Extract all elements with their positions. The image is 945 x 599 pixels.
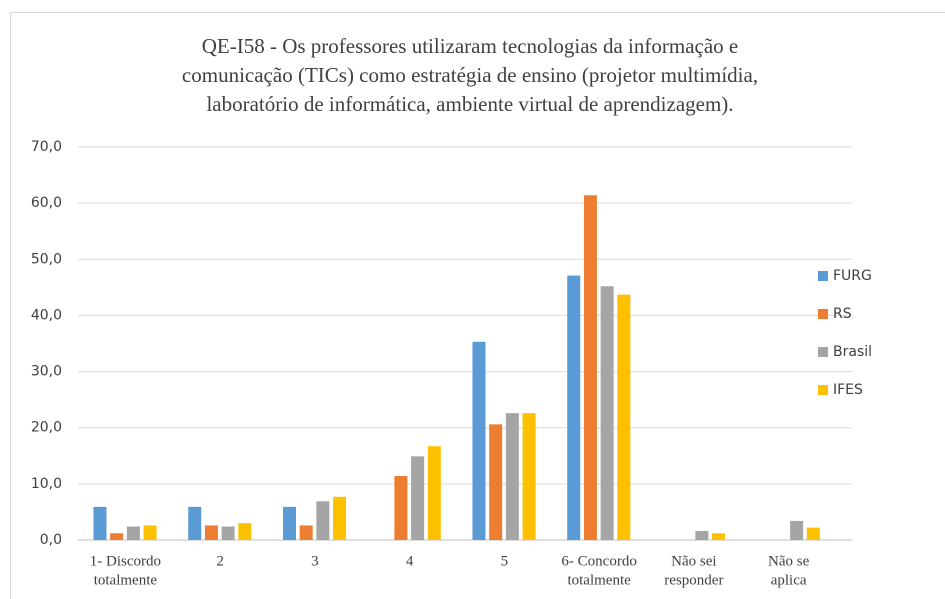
legend-label: IFES [833,382,863,398]
bar [238,523,252,540]
legend-swatch [818,385,828,395]
bar [143,525,157,540]
bar [505,413,519,540]
x-tick-label: Não se [768,553,810,569]
x-tick-label: 6- Concordo [561,553,636,569]
bar [427,446,441,540]
bar [806,527,820,540]
bar [617,294,631,540]
bar [600,286,614,540]
x-tick-label: 4 [406,553,414,569]
bar [712,533,726,540]
legend-label: Brasil [833,344,872,360]
chart-title: laboratório de informática, ambiente vir… [206,92,733,116]
bar [522,413,536,540]
bar [282,506,296,540]
bar [93,506,107,540]
y-tick-label: 60,0 [31,195,62,211]
x-tick-label: 5 [501,553,509,569]
bar [790,520,804,540]
x-tick-label: responder [664,572,723,588]
y-tick-label: 40,0 [31,307,62,323]
legend-swatch [818,271,828,281]
y-tick-label: 10,0 [31,476,62,492]
bar [567,275,581,540]
bar [188,506,202,540]
x-tick-label: totalmente [94,572,158,588]
bar [333,496,347,540]
legend-swatch [818,309,828,319]
y-tick-label: 0,0 [40,532,62,548]
legend-swatch [818,347,828,357]
bar [316,501,330,540]
y-tick-label: 20,0 [31,420,62,436]
x-tick-label: 2 [216,553,224,569]
bar [221,526,235,540]
y-tick-label: 30,0 [31,364,62,380]
bar [411,456,425,540]
bar [472,341,486,540]
x-tick-label: Não sei [671,553,716,569]
bar [394,475,408,540]
x-tick-label: totalmente [567,572,631,588]
y-tick-label: 50,0 [31,251,62,267]
bar [110,533,124,540]
bar [299,525,313,540]
bar [489,424,503,540]
legend-label: FURG [833,268,872,284]
chart-title: comunicação (TICs) como estratégia de en… [182,63,758,87]
chart-title: QE-I58 - Os professores utilizaram tecno… [202,34,738,58]
bar [695,531,709,540]
bar [126,526,140,540]
x-tick-label: 1- Discordo [90,553,161,569]
bar [583,195,597,541]
x-tick-label: aplica [771,572,807,588]
bar [204,525,218,540]
legend-label: RS [833,306,852,322]
x-tick-label: 3 [311,553,319,569]
y-tick-label: 70,0 [31,139,62,155]
